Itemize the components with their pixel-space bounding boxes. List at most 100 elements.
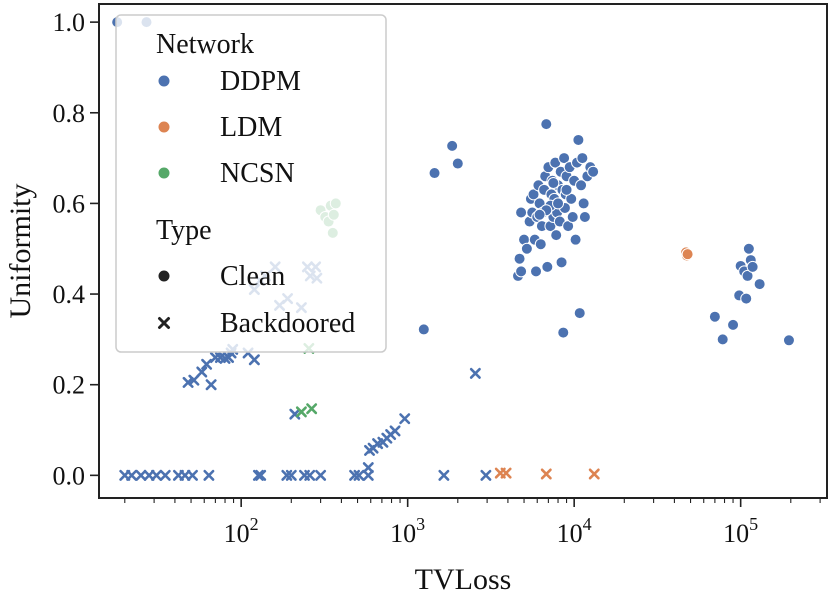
- data-point: [186, 469, 198, 481]
- legend-marker-backdoored: [158, 317, 170, 329]
- data-point: [353, 469, 365, 481]
- data-point: [196, 366, 208, 378]
- data-point: [746, 260, 759, 273]
- data-point: [555, 256, 568, 269]
- data-point: [527, 188, 540, 201]
- x-tick-label: 102: [224, 514, 259, 548]
- data-point: [741, 269, 754, 282]
- data-point: [560, 183, 573, 196]
- y-tick-label: 0.4: [53, 280, 86, 309]
- data-point: [295, 406, 307, 418]
- series-ldm-backdoored: [494, 467, 600, 480]
- legend-marker-ncsn: [157, 166, 171, 180]
- data-point: [540, 468, 552, 480]
- series-ldm-clean: [680, 246, 694, 262]
- data-point: [182, 376, 194, 388]
- data-point: [681, 248, 694, 261]
- data-point: [304, 469, 316, 481]
- data-point: [558, 152, 571, 165]
- y-axis-label: Uniformity: [4, 184, 37, 319]
- data-point: [557, 326, 570, 339]
- legend-title-network: Network: [156, 29, 254, 60]
- data-point: [513, 252, 526, 265]
- y-tick-label: 0.0: [53, 461, 86, 490]
- data-point: [159, 469, 171, 481]
- data-point: [742, 242, 755, 255]
- data-point: [306, 403, 318, 415]
- y-tick-label: 1.0: [53, 8, 86, 37]
- legend-title-type: Type: [156, 215, 212, 246]
- legend-entries: DDPM LDM NCSN Clean Backdoored: [157, 66, 355, 339]
- y-tick-label: 0.2: [53, 371, 86, 400]
- series-ddpm-clean: [111, 16, 795, 347]
- legend: Network Type DDPM LDM NCSN Clean Backdoored: [115, 14, 387, 353]
- data-point: [446, 139, 459, 152]
- data-point: [515, 265, 528, 278]
- data-point: [520, 242, 533, 255]
- data-point: [201, 358, 213, 370]
- data-point: [716, 333, 729, 346]
- data-point: [428, 167, 441, 180]
- data-point: [126, 469, 138, 481]
- legend-marker-ldm: [157, 120, 171, 134]
- data-point: [573, 307, 586, 320]
- data-point: [500, 467, 512, 479]
- data-point: [550, 229, 563, 242]
- data-point: [135, 469, 147, 481]
- plot-frame: [98, 3, 828, 499]
- data-point: [576, 152, 589, 165]
- data-point: [438, 469, 450, 481]
- legend-box: [115, 14, 387, 353]
- data-point: [588, 468, 600, 480]
- x-axis: 102 103 104 105: [124, 498, 821, 548]
- data-point: [552, 197, 565, 210]
- data-point: [727, 318, 740, 331]
- data-point: [569, 233, 582, 246]
- y-axis: 0.0 0.2 0.4 0.6 0.8 1.0: [53, 8, 99, 490]
- x-tick-label: 103: [390, 514, 425, 548]
- data-point: [248, 354, 260, 366]
- data-point: [753, 278, 766, 291]
- legend-label-ddpm: DDPM: [220, 66, 301, 97]
- y-tick-label: 0.6: [53, 189, 86, 218]
- data-point: [515, 206, 528, 219]
- legend-marker-clean: [157, 269, 171, 283]
- data-point: [362, 462, 374, 474]
- data-point: [530, 265, 543, 278]
- data-point: [575, 179, 588, 192]
- data-point: [469, 367, 481, 379]
- data-point: [577, 197, 590, 210]
- data-point: [252, 469, 264, 481]
- data-point: [205, 379, 217, 391]
- data-point: [285, 469, 297, 481]
- data-point: [417, 323, 430, 336]
- data-point: [188, 374, 200, 386]
- data-point: [533, 208, 546, 221]
- data-point: [451, 157, 464, 170]
- data-point: [566, 211, 579, 224]
- legend-label-clean: Clean: [220, 261, 285, 292]
- x-axis-label: TVLoss: [415, 563, 512, 596]
- data-point: [547, 177, 560, 190]
- data-point: [572, 133, 585, 146]
- series-ncsn-backdoored: [295, 342, 318, 418]
- data-point: [540, 118, 553, 131]
- data-point: [740, 292, 753, 305]
- data-point: [587, 165, 600, 178]
- legend-marker-ddpm: [157, 74, 171, 88]
- data-point: [708, 310, 721, 323]
- data-point: [399, 413, 411, 425]
- x-tick-label: 104: [557, 514, 592, 548]
- legend-label-ncsn: NCSN: [220, 158, 295, 189]
- legend-label-backdoored: Backdoored: [220, 308, 355, 339]
- data-point: [315, 469, 327, 481]
- data-point: [782, 334, 795, 347]
- x-tick-label: 105: [723, 514, 758, 548]
- data-point: [362, 469, 374, 481]
- data-point: [389, 425, 401, 437]
- data-point: [255, 469, 267, 481]
- data-point: [179, 469, 191, 481]
- data-point: [578, 211, 591, 224]
- data-point: [203, 469, 215, 481]
